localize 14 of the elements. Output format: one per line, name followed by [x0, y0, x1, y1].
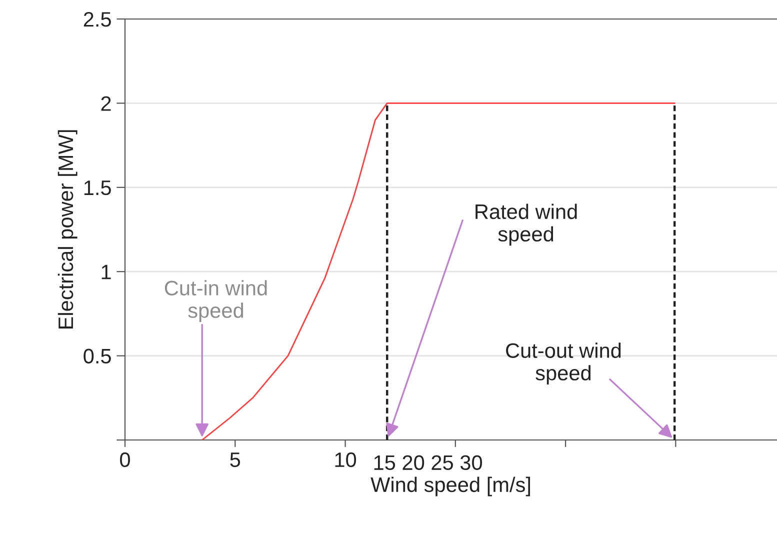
x-tick-label: 0 — [120, 452, 130, 468]
y-tick-label: 2.5 — [84, 12, 111, 27]
annotation: Rated wind speed — [476, 204, 577, 246]
annotation: Cut-out wind speed — [506, 342, 621, 385]
y-tick-label: 1.5 — [84, 180, 111, 196]
x-tick-label: 10 — [335, 452, 356, 468]
annotation: Cut-in wind speed — [164, 280, 267, 322]
x-tick-label: 5 — [230, 452, 240, 468]
y-tick-label: 2 — [101, 96, 111, 111]
y-tick-label: 1 — [102, 264, 111, 280]
y-tick-label: 0.5 — [84, 348, 111, 364]
x-axis-title: Wind speed [m/s] — [370, 476, 530, 496]
y-axis-title: Electrical power [MW] — [58, 130, 78, 328]
text: 15 20 25 30 — [374, 455, 482, 470]
